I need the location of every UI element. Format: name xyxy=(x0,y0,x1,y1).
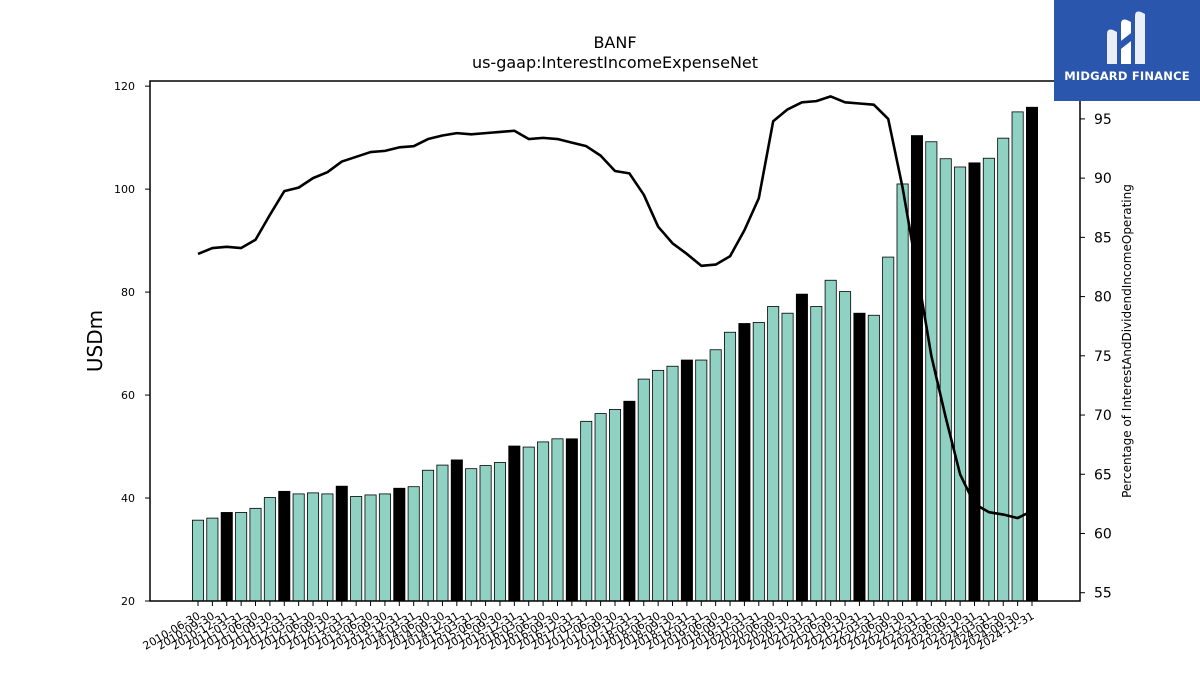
y-tick-label: 60 xyxy=(121,389,135,402)
bar xyxy=(594,413,607,602)
bar xyxy=(321,493,334,602)
y2-tick-label: 90 xyxy=(1094,171,1112,187)
bar xyxy=(508,445,521,602)
bar xyxy=(695,359,708,602)
bar xyxy=(982,157,995,602)
bar xyxy=(896,183,909,602)
bar xyxy=(1011,111,1024,602)
bar xyxy=(867,314,880,602)
bar xyxy=(839,291,852,602)
y-tick-label: 40 xyxy=(121,492,135,505)
bar xyxy=(191,519,204,602)
bar xyxy=(939,158,952,602)
y2-tick-label: 60 xyxy=(1094,526,1112,542)
y2-tick-label: 65 xyxy=(1094,467,1112,483)
bar xyxy=(853,312,866,602)
y2-tick-label: 95 xyxy=(1094,112,1112,128)
bar xyxy=(724,331,737,602)
line-series-path xyxy=(197,95,1033,520)
bar xyxy=(249,507,262,602)
bar xyxy=(1026,106,1039,602)
bar xyxy=(781,312,794,602)
line-series xyxy=(197,95,1033,520)
bar xyxy=(450,459,463,602)
chart-subtitle: us-gaap:InterestIncomeExpenseNet xyxy=(472,53,758,72)
bar xyxy=(493,462,506,602)
bar xyxy=(407,486,420,602)
logo-text: MIDGARD FINANCE xyxy=(1064,69,1190,83)
bar xyxy=(680,359,693,602)
chart-title: BANF xyxy=(593,33,636,52)
bar xyxy=(465,468,478,602)
bar xyxy=(422,469,435,602)
y-tick-label: 100 xyxy=(114,183,135,196)
bar xyxy=(206,517,219,602)
bar xyxy=(609,409,622,602)
bar xyxy=(350,496,363,602)
y2-tick-label: 85 xyxy=(1094,230,1112,246)
y-axis-label: USDm xyxy=(83,310,107,372)
left-axis-ticks: 20 40 60 80 100 120 xyxy=(114,80,150,608)
y2-tick-label: 75 xyxy=(1094,349,1112,365)
bar xyxy=(752,322,765,602)
bar xyxy=(565,438,578,602)
bar xyxy=(824,279,837,602)
y2-tick-label: 70 xyxy=(1094,408,1112,424)
bar xyxy=(882,256,895,602)
y-tick-label: 20 xyxy=(121,595,135,608)
y-tick-label: 120 xyxy=(114,80,135,93)
y2-tick-label: 80 xyxy=(1094,290,1112,306)
bar xyxy=(580,420,593,602)
bar xyxy=(968,162,981,602)
bar xyxy=(436,464,449,602)
bar xyxy=(537,441,550,602)
bar xyxy=(810,306,823,602)
bar xyxy=(393,487,406,602)
bar xyxy=(767,306,780,602)
y2-tick-label: 55 xyxy=(1094,586,1112,602)
y2-axis-label: Percentage of InterestAndDividendIncomeO… xyxy=(1120,184,1134,498)
right-axis-ticks: 55 60 65 70 75 80 85 90 95 xyxy=(1080,112,1112,602)
x-axis-ticks: 2010-06-302010-09-302010-12-312011-03-31… xyxy=(141,601,1037,653)
bar xyxy=(522,446,535,602)
bar xyxy=(220,512,233,602)
midgard-logo-icon xyxy=(1107,11,1145,64)
bar xyxy=(551,438,564,602)
bar xyxy=(479,465,492,602)
bar xyxy=(738,323,751,602)
bar xyxy=(910,135,923,602)
bar xyxy=(335,485,348,602)
bar xyxy=(235,512,248,602)
bar xyxy=(997,137,1010,602)
y-tick-label: 80 xyxy=(121,286,135,299)
bar xyxy=(378,493,391,602)
bar xyxy=(709,349,722,602)
bar xyxy=(263,497,276,602)
bar xyxy=(364,494,377,602)
bar xyxy=(795,293,808,602)
bar-series xyxy=(191,106,1039,602)
bar xyxy=(307,492,320,602)
bar xyxy=(623,400,636,602)
bar xyxy=(652,369,665,602)
bar xyxy=(278,490,291,602)
bar xyxy=(666,365,679,602)
bar xyxy=(637,378,650,602)
bar xyxy=(954,166,967,602)
bar xyxy=(292,493,305,602)
brand-logo: MIDGARD FINANCE xyxy=(1054,0,1200,101)
